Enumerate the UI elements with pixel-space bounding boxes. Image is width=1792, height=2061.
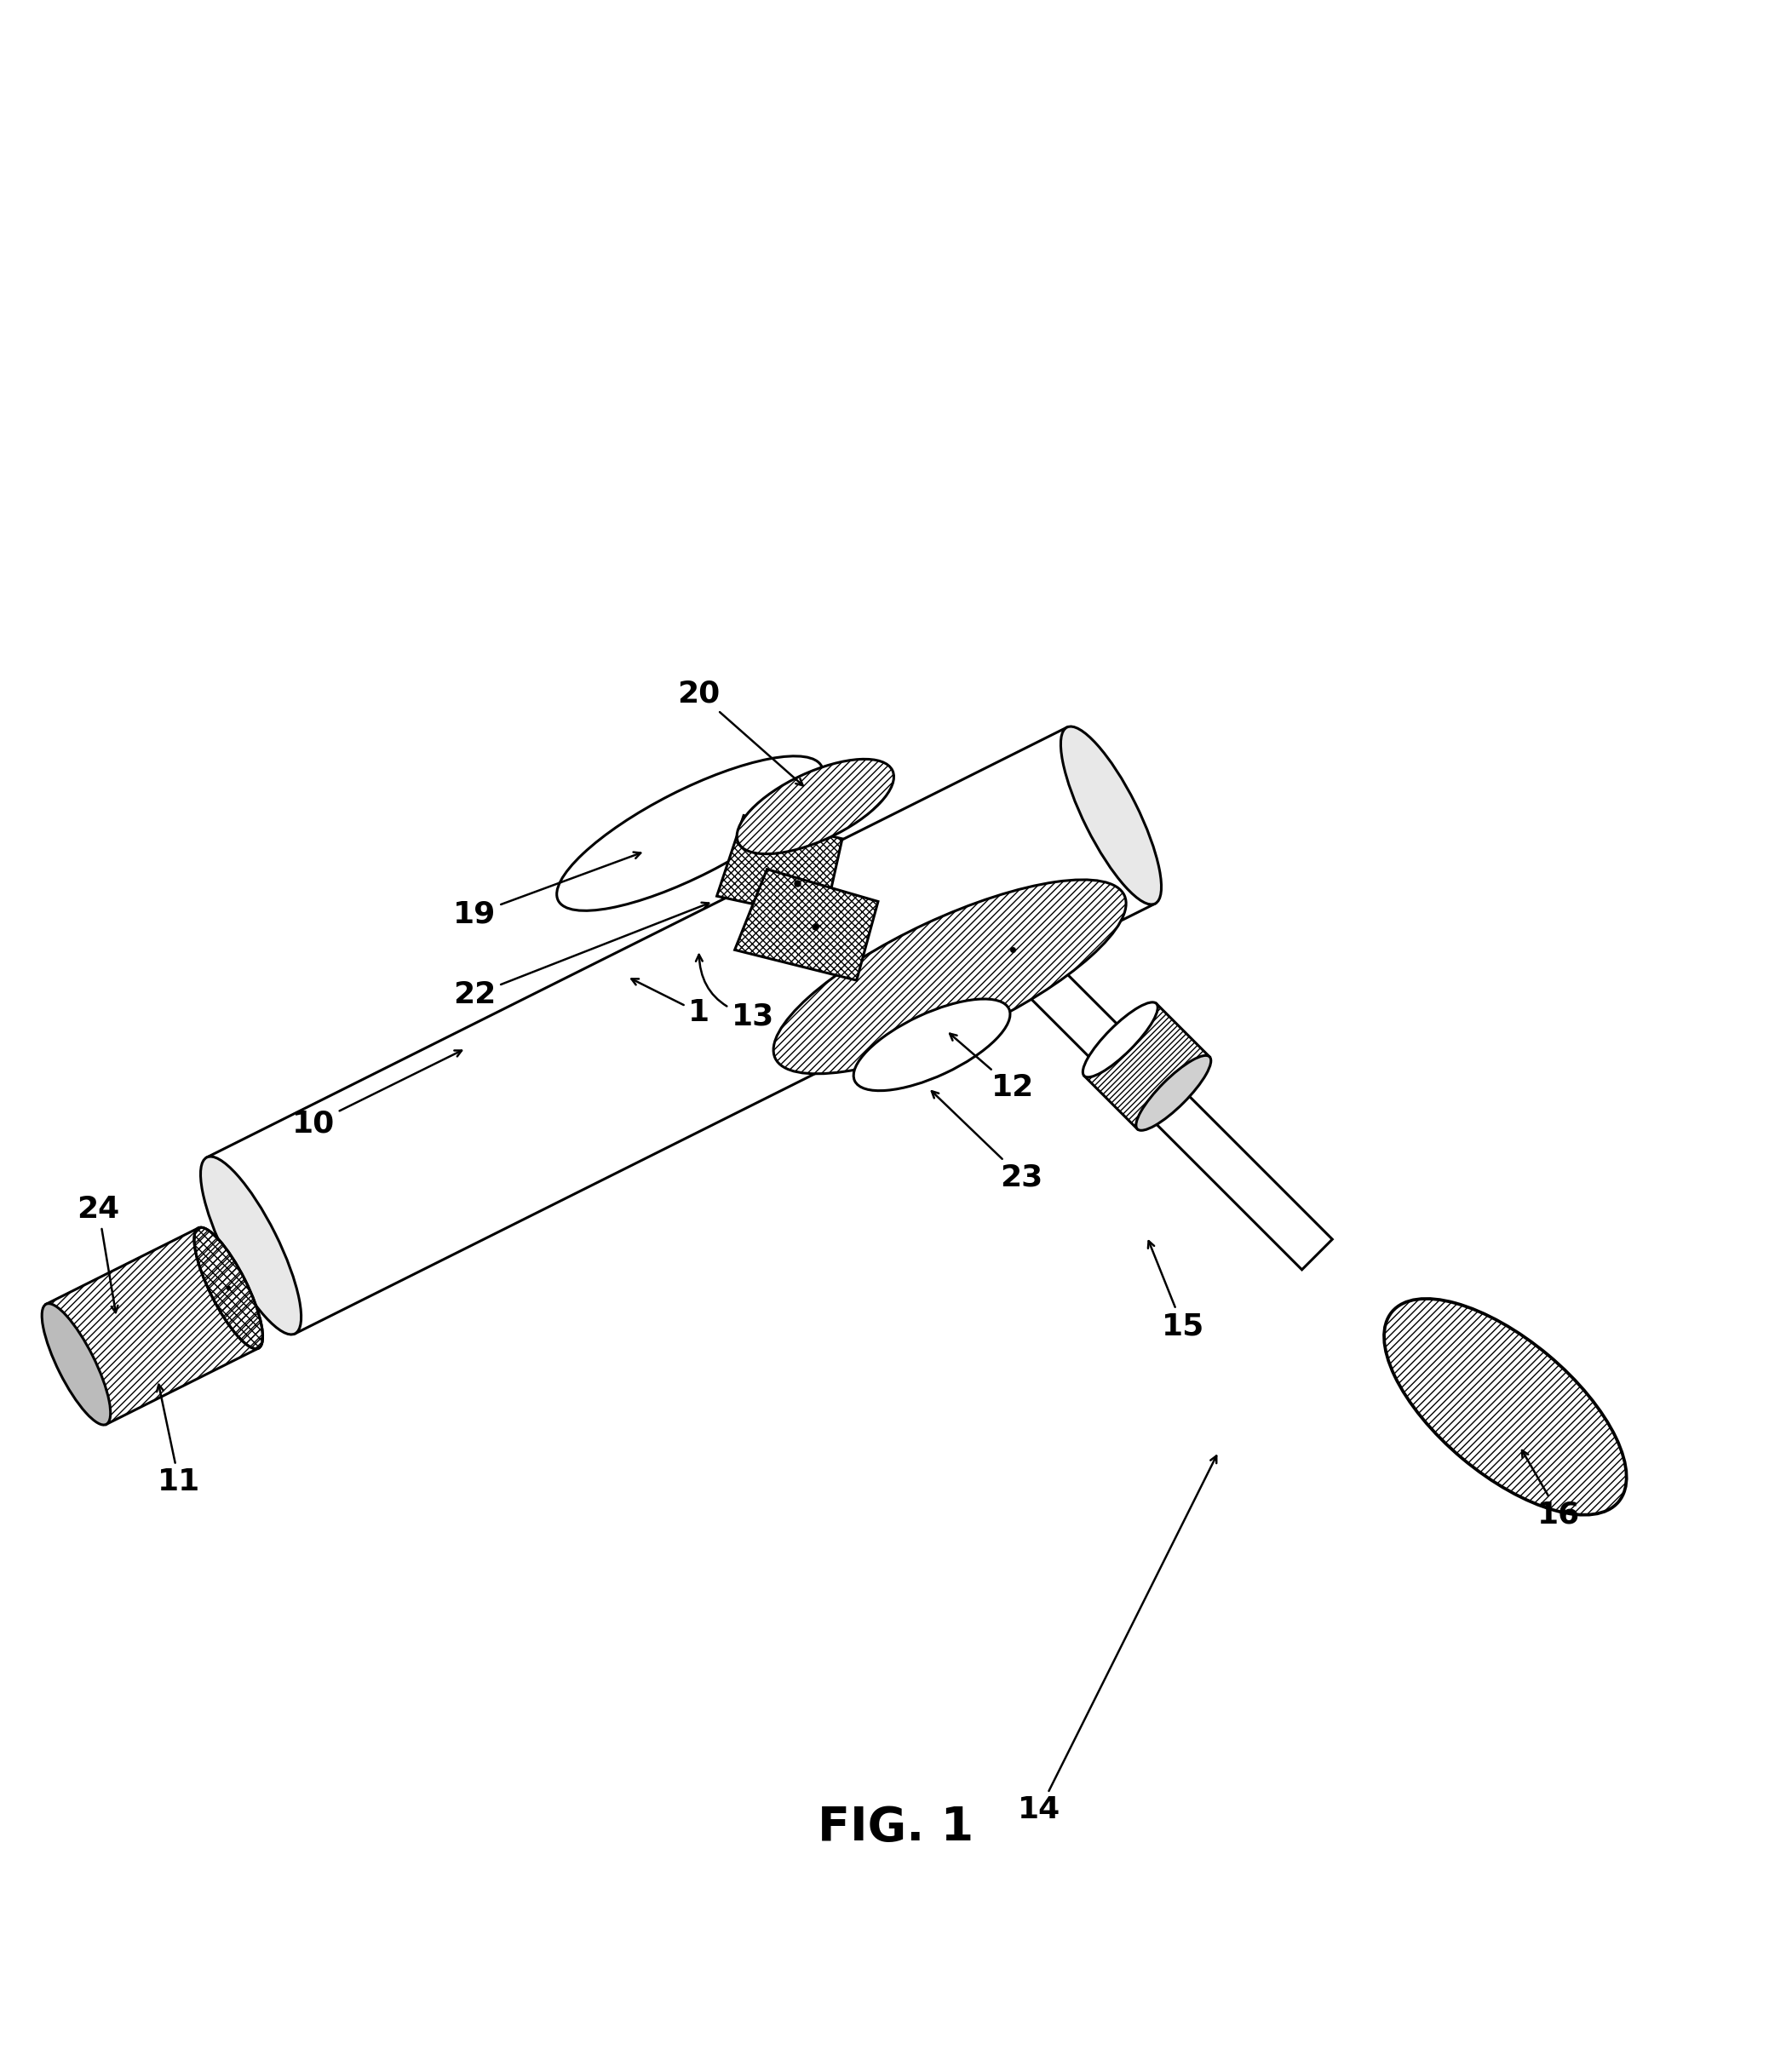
Text: 16: 16 xyxy=(1521,1451,1581,1529)
Ellipse shape xyxy=(853,1000,1011,1090)
Text: 13: 13 xyxy=(695,954,774,1030)
Text: 10: 10 xyxy=(292,1051,462,1138)
Ellipse shape xyxy=(774,880,1125,1074)
Text: 1: 1 xyxy=(631,979,710,1026)
Text: 22: 22 xyxy=(453,903,710,1010)
Ellipse shape xyxy=(201,1156,301,1336)
Text: 15: 15 xyxy=(1149,1241,1204,1340)
Text: 24: 24 xyxy=(77,1195,120,1313)
Ellipse shape xyxy=(194,1228,263,1348)
Ellipse shape xyxy=(1061,725,1161,905)
Polygon shape xyxy=(47,1228,258,1424)
Text: 12: 12 xyxy=(950,1035,1034,1103)
Ellipse shape xyxy=(1082,1002,1158,1078)
Polygon shape xyxy=(998,934,1331,1270)
Ellipse shape xyxy=(41,1303,111,1424)
Polygon shape xyxy=(717,816,842,919)
Ellipse shape xyxy=(1383,1298,1627,1515)
Text: 11: 11 xyxy=(156,1385,201,1496)
Text: 20: 20 xyxy=(677,680,803,785)
Ellipse shape xyxy=(1136,1055,1211,1129)
Text: FIG. 1: FIG. 1 xyxy=(817,1805,975,1851)
Ellipse shape xyxy=(557,756,823,911)
Polygon shape xyxy=(735,870,878,981)
Polygon shape xyxy=(206,728,1156,1333)
Ellipse shape xyxy=(737,758,894,853)
Text: 14: 14 xyxy=(1018,1455,1217,1824)
Text: 23: 23 xyxy=(932,1090,1043,1191)
Text: 19: 19 xyxy=(453,851,642,930)
Polygon shape xyxy=(1084,1004,1210,1129)
